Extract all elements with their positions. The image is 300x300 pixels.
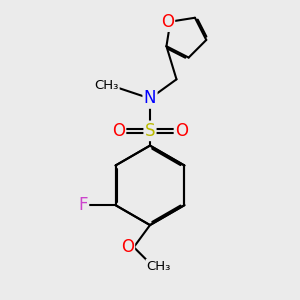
Text: O: O	[175, 122, 188, 140]
Text: N: N	[144, 89, 156, 107]
Text: O: O	[121, 238, 134, 256]
Text: F: F	[78, 196, 88, 214]
Text: O: O	[161, 13, 174, 31]
Text: O: O	[112, 122, 125, 140]
Text: CH₃: CH₃	[147, 260, 171, 273]
Text: CH₃: CH₃	[94, 79, 118, 92]
Text: S: S	[145, 122, 155, 140]
